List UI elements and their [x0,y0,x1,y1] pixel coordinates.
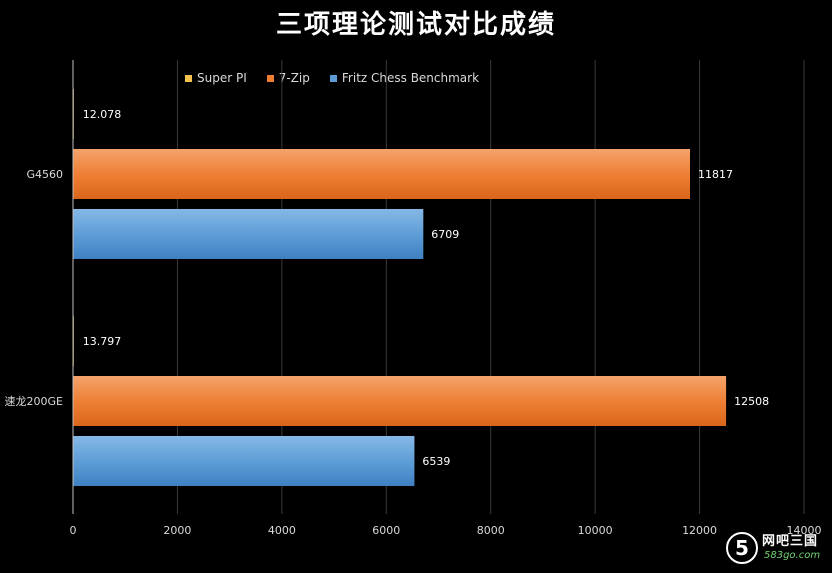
legend-label-super-pi: Super PI [197,71,247,85]
watermark-url: 583go.com [764,550,821,561]
x-tick-label-6000: 6000 [372,524,400,537]
data-labels: 12.078 11817 6709 13.797 12508 6539 [83,108,769,468]
axes: 0 2000 4000 6000 8000 10000 12000 14000 G4560 速龙2… [5,60,822,537]
data-label-g4560-7-zip: 11817 [698,168,733,181]
x-tick-label-2000: 2000 [163,524,191,537]
legend-swatch-fritz [329,74,337,82]
bar-g4560-fritz [73,209,424,259]
x-tick-label-14000: 14000 [787,524,822,537]
bars [73,89,727,486]
data-label-athlon-200ge-fritz: 6539 [422,455,450,468]
chart-legend: Super PI 7-Zip Fritz Chess Benchmark [185,71,479,85]
legend-swatch-7-zip [266,74,274,82]
bar-athlon-200ge-fritz [73,436,415,486]
data-label-athlon-200ge-7-zip: 12508 [734,395,769,408]
category-label-athlon-200ge: 速龙200GE [5,395,64,408]
legend-item-super-pi: Super PI [185,71,247,85]
watermark-badge: 5 [726,532,758,564]
legend-label-7-zip: 7-Zip [278,71,310,85]
site-watermark-logo: 5 网吧三国 583go.com [726,528,830,570]
x-tick-label-12000: 12000 [682,524,717,537]
category-label-g4560: G4560 [26,168,63,181]
legend-swatch-super-pi [185,74,192,82]
x-tick-label-8000: 8000 [477,524,505,537]
data-label-g4560-super-pi: 12.078 [83,108,122,121]
watermark-name: 网吧三国 [762,534,819,549]
legend-item-7-zip: 7-Zip [266,71,310,85]
data-label-g4560-fritz: 6709 [431,228,459,241]
x-tick-label-0: 0 [70,524,77,537]
x-tick-label-4000: 4000 [268,524,296,537]
legend-label-fritz: Fritz Chess Benchmark [341,71,480,85]
bar-athlon-200ge-7-zip [73,376,727,426]
x-tick-label-10000: 10000 [578,524,613,537]
chart-title: 三项理论测试对比成绩 [275,10,556,40]
data-label-athlon-200ge-super-pi: 13.797 [83,335,122,348]
legend-item-fritz: Fritz Chess Benchmark [329,71,480,85]
bar-g4560-7-zip [73,149,691,199]
